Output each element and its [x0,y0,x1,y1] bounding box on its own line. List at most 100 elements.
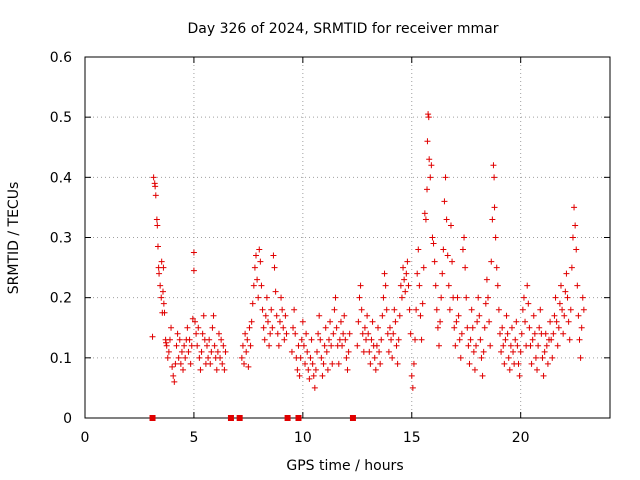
data-point [268,306,275,313]
data-point [366,348,373,355]
data-point [490,162,497,169]
data-point [359,330,366,337]
data-point [466,360,473,367]
data-point [491,174,498,181]
data-point [340,330,347,337]
data-point [317,336,324,343]
data-point [328,342,335,349]
data-point [319,372,326,379]
data-point [169,363,176,370]
data-point [314,348,321,355]
data-point [431,258,438,265]
data-point [478,354,485,361]
data-point [506,366,513,373]
data-point [406,306,413,313]
data-point [378,336,385,343]
data-point [416,282,423,289]
data-point [519,306,526,313]
data-point [221,366,228,373]
data-point [165,348,172,355]
data-point [218,336,225,343]
data-point [446,306,453,313]
data-point [172,360,179,367]
data-point [344,366,351,373]
data-point [298,336,305,343]
data-point [461,234,468,241]
data-point [284,415,291,421]
data-point [529,336,536,343]
data-point [158,294,165,301]
chart-title: Day 326 of 2024, SRMTID for receiver mma… [187,21,498,37]
data-point [434,324,441,331]
data-point [462,264,469,271]
data-point [440,246,447,253]
data-point [181,342,188,349]
data-point [496,330,503,337]
data-point [550,330,557,337]
data-point [245,363,252,370]
data-point [445,282,452,289]
data-point [373,342,380,349]
data-point [452,342,459,349]
data-point [513,318,520,325]
data-point [336,336,343,343]
data-point [189,315,196,322]
data-point [544,360,551,367]
data-point [193,330,200,337]
data-point [282,312,289,319]
data-point [457,354,464,361]
data-point [393,342,400,349]
data-point [542,330,549,337]
data-point [522,318,529,325]
data-point [349,415,356,421]
data-point [164,354,171,361]
data-point [530,312,537,319]
data-point [579,294,586,301]
data-point [527,342,534,349]
data-point [502,336,509,343]
data-point [320,360,327,367]
data-point [294,366,301,373]
data-point [398,294,405,301]
data-point [528,360,535,367]
data-point [564,294,571,301]
data-point [346,330,353,337]
data-point [211,342,218,349]
data-point [174,330,181,337]
data-point [501,360,508,367]
data-point [568,264,575,271]
data-point [495,306,502,313]
data-point [559,306,566,313]
data-point [254,276,261,283]
data-point [259,306,266,313]
data-point [562,288,569,295]
data-point [308,336,315,343]
data-point [435,342,442,349]
data-point [251,264,258,271]
data-point [549,354,556,361]
data-point [417,312,424,319]
data-point [471,366,478,373]
data-point [332,294,339,301]
data-point [443,216,450,223]
data-point [208,348,215,355]
data-point [327,318,334,325]
y-tick-label: 0.5 [50,110,72,126]
data-point [168,324,175,331]
data-point [451,324,458,331]
data-point [454,294,461,301]
data-point [571,204,578,211]
data-point [379,312,386,319]
data-point [569,234,576,241]
x-tick-label: 0 [81,430,90,446]
data-point [264,318,271,325]
data-point [401,276,408,283]
data-point [303,330,310,337]
data-point [556,300,563,307]
data-point [198,348,205,355]
data-point [565,318,572,325]
data-point [318,354,325,361]
data-point [291,306,298,313]
data-point [492,234,499,241]
data-point [381,270,388,277]
